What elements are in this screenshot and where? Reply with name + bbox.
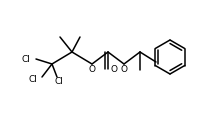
Text: Cl: Cl <box>21 54 30 64</box>
Text: O: O <box>110 65 117 74</box>
Text: O: O <box>120 66 127 75</box>
Text: Cl: Cl <box>54 77 63 86</box>
Text: Cl: Cl <box>28 75 37 83</box>
Text: O: O <box>88 66 95 75</box>
